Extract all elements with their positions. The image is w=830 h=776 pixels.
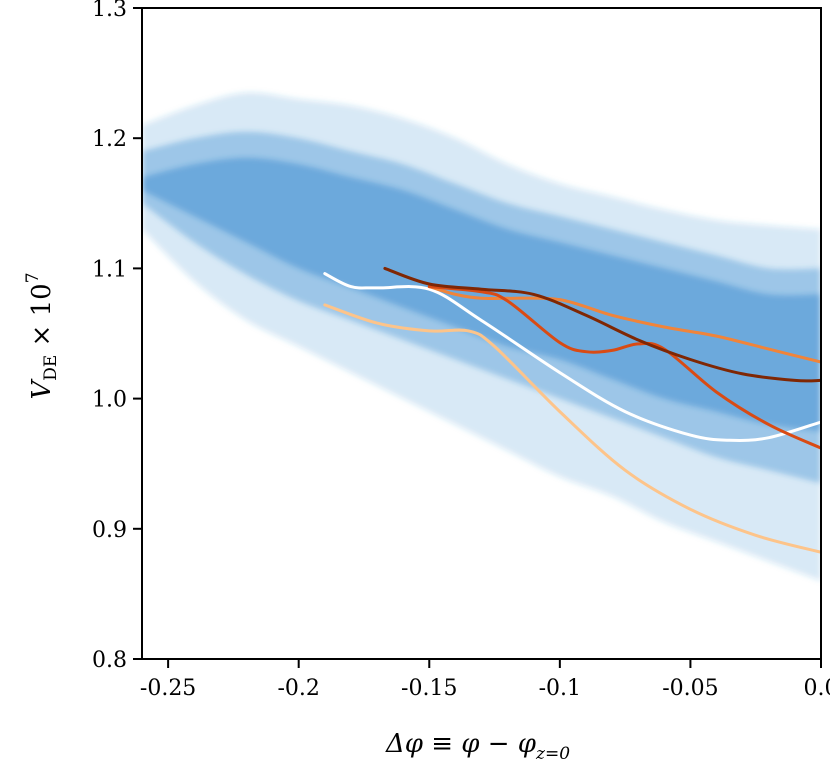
plot-frame — [141, 7, 822, 660]
x-tick-label: -0.2 — [277, 676, 319, 701]
x-tick-label: -0.15 — [401, 676, 457, 701]
y-tick-label: 0.8 — [92, 648, 127, 673]
y-tick-label: 1.0 — [92, 388, 127, 413]
density-band-core — [142, 157, 821, 432]
y-tick-label: 1.1 — [92, 257, 127, 282]
series-curve-dark — [383, 266, 821, 383]
x-tick-label: -0.25 — [140, 676, 196, 701]
x-tick-label: 0.0 — [804, 676, 830, 701]
y-tick-label: 1.2 — [92, 127, 127, 152]
y-tick-label: 0.9 — [92, 518, 127, 543]
y-axis-ticks: 0.8 0.9 1.0 1.1 1.2 1.3 — [92, 0, 142, 673]
x-tick-label: -0.05 — [662, 676, 718, 701]
series-curve-light — [323, 303, 821, 554]
series-curve-red — [427, 285, 821, 450]
y-axis-title: VDE × 107 — [23, 272, 61, 399]
series-curve-orange — [427, 285, 821, 364]
x-tick-label: -0.1 — [539, 676, 581, 701]
x-axis-title: Δφ ≡ φ − φz=0 — [385, 729, 570, 764]
series-lines — [323, 266, 821, 554]
x-axis-ticks: -0.25 -0.2 -0.15 -0.1 -0.05 0.0 — [140, 659, 830, 701]
series-curve-white — [323, 272, 821, 442]
y-tick-label: 1.3 — [92, 0, 127, 22]
